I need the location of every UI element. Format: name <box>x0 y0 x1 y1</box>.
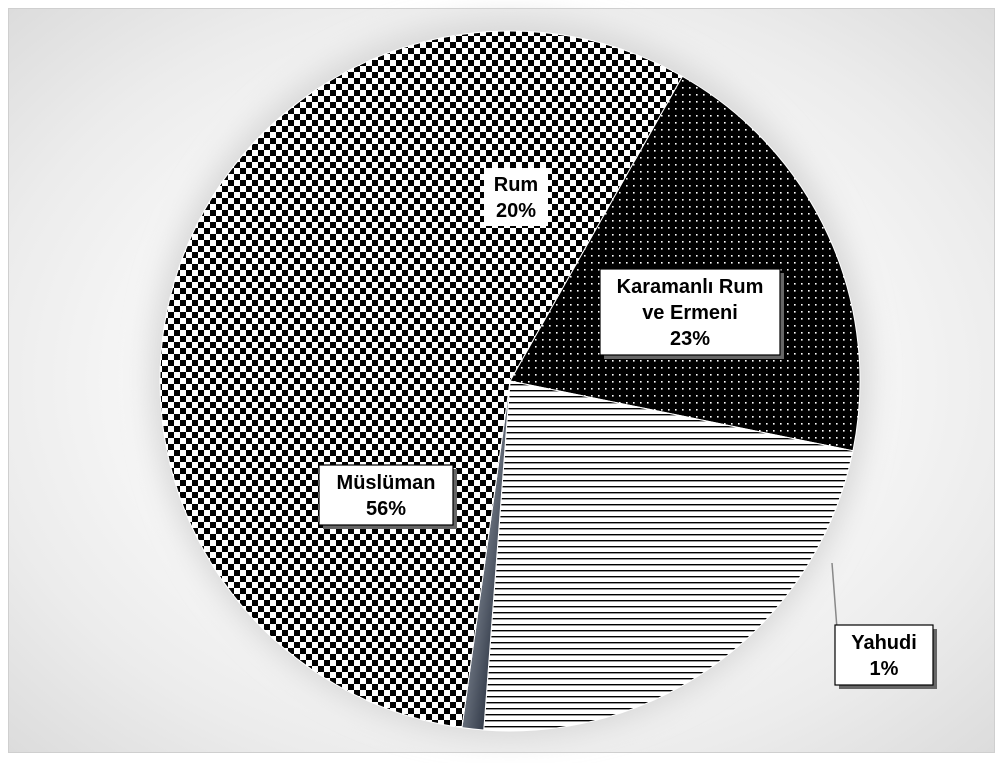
slice-name-label: Karamanlı Rum <box>617 276 764 298</box>
slice-label-2: Yahudi 1% <box>831 562 937 689</box>
label-background <box>484 168 548 226</box>
slice-value-label: 1% <box>870 658 899 680</box>
slice-name-label: Rum <box>494 174 538 196</box>
slice-name-label: Müslüman <box>337 472 436 494</box>
label-box <box>318 464 454 526</box>
pie-slice-karamanlı-rum-ve-ermeni <box>483 380 854 732</box>
slice-name-label: Yahudi <box>851 632 917 654</box>
pie-slice-müslüman <box>159 30 684 729</box>
slice-value-label: 20% <box>496 200 536 222</box>
slice-label-3: Müslüman 56% <box>318 464 457 529</box>
slice-label-1: Karamanlı Rum ve Ermeni 23% <box>599 268 784 359</box>
slice-value-label: 56% <box>366 498 406 520</box>
slice-value-label: 23% <box>670 328 710 350</box>
label-box <box>599 268 781 356</box>
slice-name-label: ve Ermeni <box>642 302 738 324</box>
label-box <box>834 624 934 686</box>
slice-label-0: Rum 20% <box>484 168 548 226</box>
